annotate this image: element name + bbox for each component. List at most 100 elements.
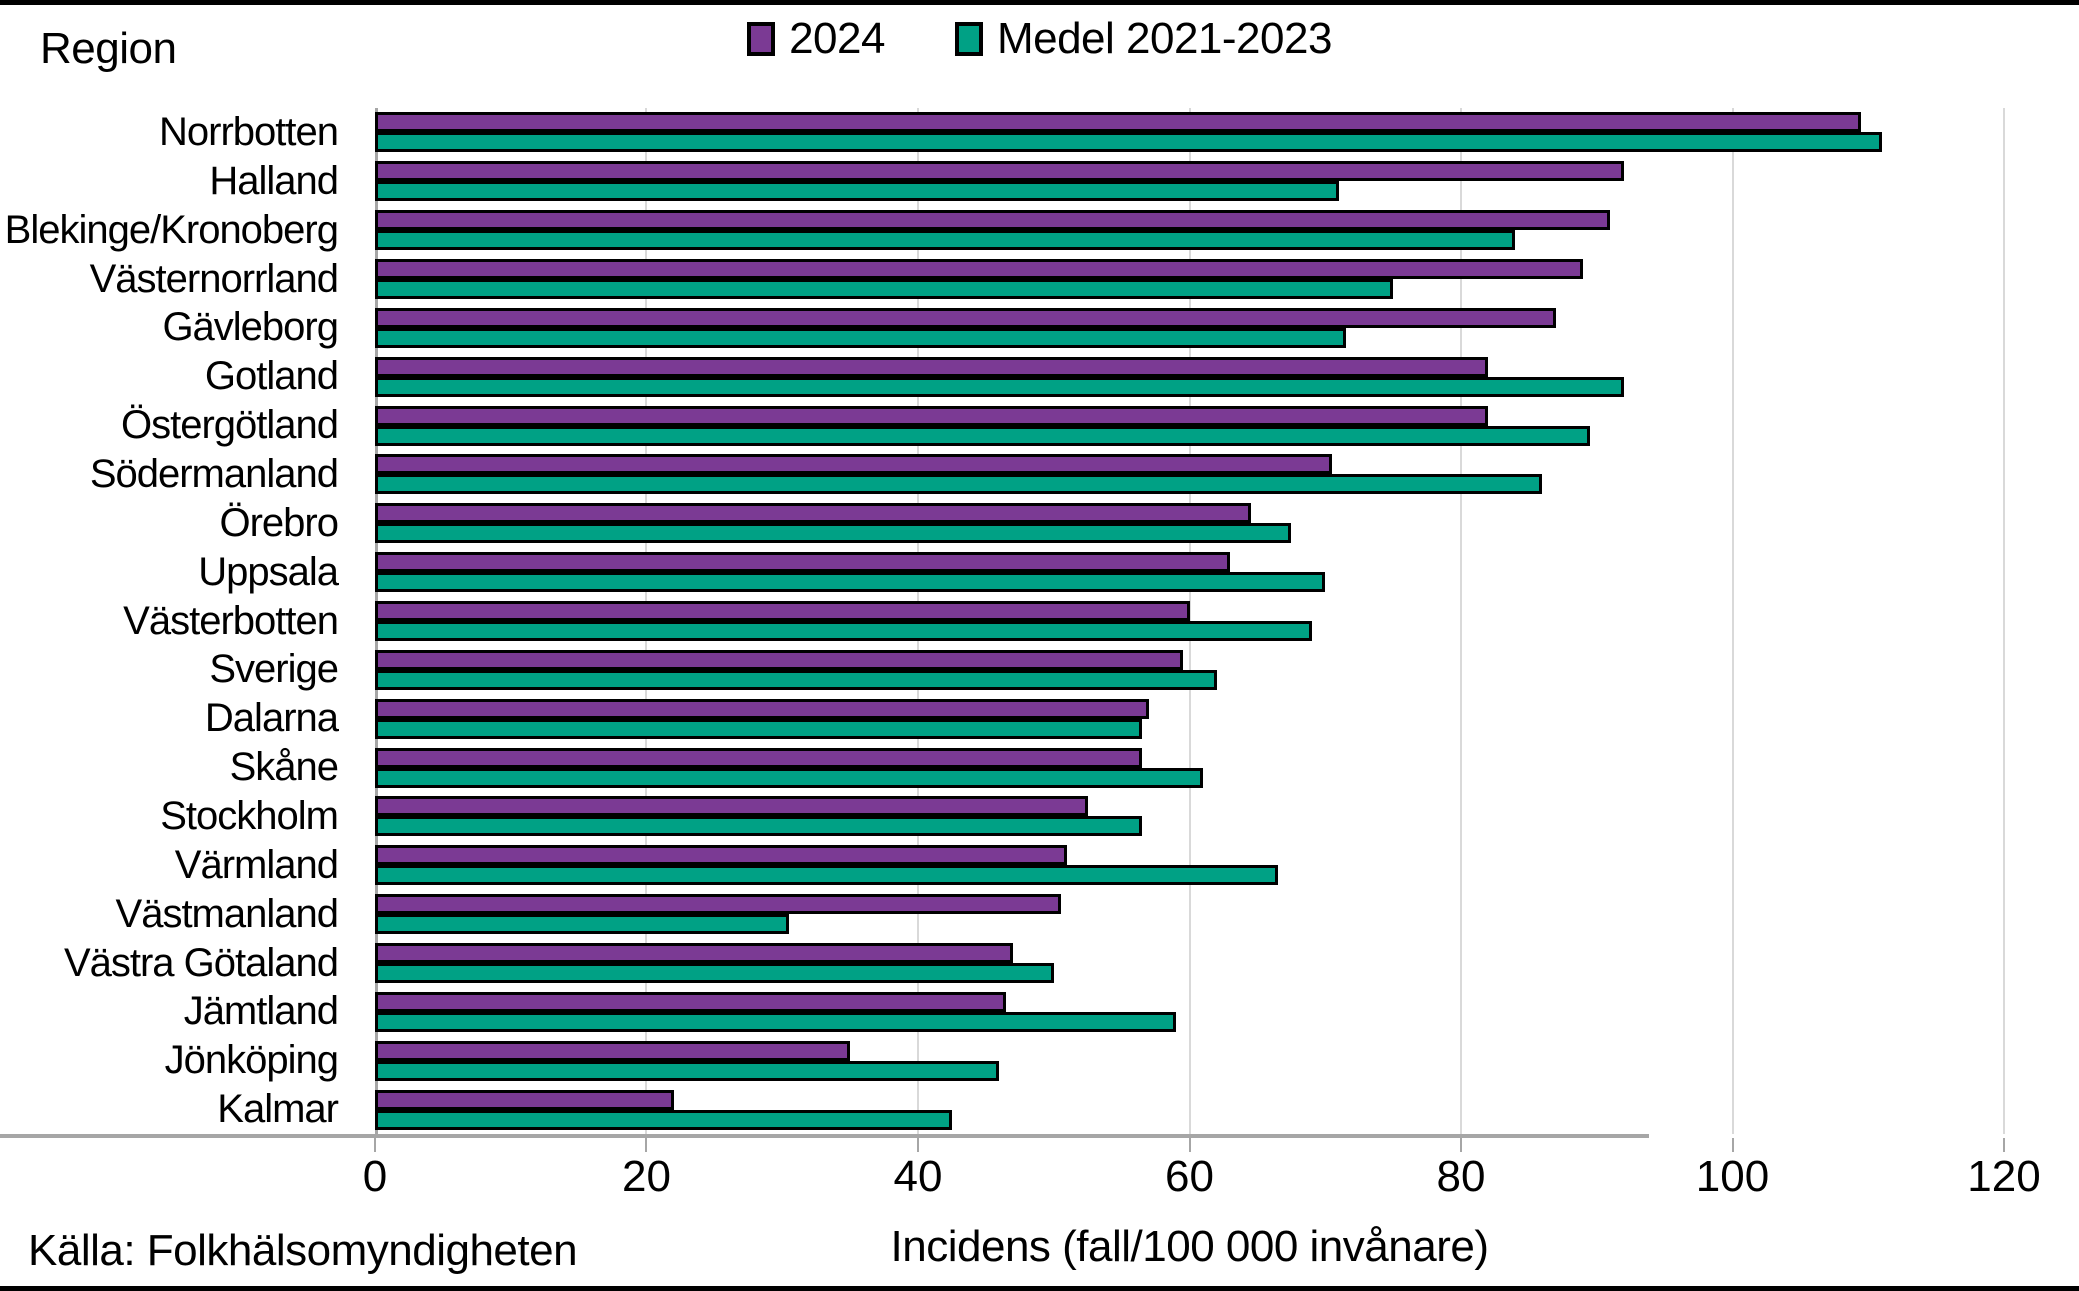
bar-medel bbox=[375, 474, 1543, 495]
bar-medel bbox=[375, 132, 1882, 153]
legend: 2024 Medel 2021-2023 bbox=[0, 14, 2079, 64]
category-label: Jönköping bbox=[164, 1038, 339, 1083]
bar-medel bbox=[375, 865, 1278, 886]
bar-row bbox=[375, 645, 2004, 694]
bar-medel bbox=[375, 425, 1590, 446]
bar-medel bbox=[375, 767, 1204, 788]
gridline bbox=[1188, 108, 1191, 1134]
legend-item-2024: 2024 bbox=[747, 14, 885, 64]
bar-row bbox=[375, 450, 2004, 499]
bar-row bbox=[375, 939, 2004, 988]
bar-medel bbox=[375, 279, 1394, 299]
bar-2024 bbox=[375, 307, 1557, 328]
category-label: Örebro bbox=[219, 500, 340, 545]
x-axis-tick-label: 20 bbox=[622, 1152, 671, 1201]
bar-row bbox=[375, 1036, 2004, 1085]
bar-row bbox=[375, 694, 2004, 743]
bar-2024 bbox=[375, 991, 1007, 1012]
legend-item-medel: Medel 2021-2023 bbox=[954, 14, 1332, 64]
bar-row bbox=[375, 890, 2004, 939]
x-axis-tick-label: 60 bbox=[1165, 1152, 1214, 1201]
bar-medel bbox=[375, 572, 1326, 593]
category-label: Västmanland bbox=[115, 891, 339, 936]
bar-medel bbox=[375, 181, 1339, 202]
bar-row bbox=[375, 352, 2004, 401]
category-label: Västerbotten bbox=[123, 598, 339, 643]
bar-medel bbox=[375, 1109, 952, 1130]
category-label: Västra Götaland bbox=[63, 940, 339, 985]
bar-row bbox=[375, 499, 2004, 548]
bar-2024 bbox=[375, 405, 1489, 426]
bar-row bbox=[375, 108, 2004, 157]
category-label: Blekinge/Kronoberg bbox=[4, 207, 339, 252]
bar-rows bbox=[375, 108, 2004, 1134]
bar-2024 bbox=[375, 112, 1862, 133]
bar-2024 bbox=[375, 747, 1142, 768]
plot-area bbox=[375, 108, 2005, 1134]
bar-medel bbox=[375, 914, 790, 935]
x-axis-tick-mark bbox=[645, 1138, 648, 1152]
bar-row bbox=[375, 548, 2004, 597]
bar-2024 bbox=[375, 259, 1584, 279]
bar-2024 bbox=[375, 454, 1333, 475]
category-label: Dalarna bbox=[204, 696, 339, 741]
x-axis-tick-label: 120 bbox=[1967, 1152, 2041, 1201]
x-axis-tick-label: 40 bbox=[893, 1152, 943, 1201]
bar-2024 bbox=[375, 845, 1068, 866]
x-axis-tick-mark bbox=[1459, 1138, 1462, 1152]
category-label: Uppsala bbox=[198, 549, 339, 594]
category-label: Södermanland bbox=[89, 451, 339, 496]
y-axis-title: Region bbox=[40, 24, 177, 73]
bar-medel bbox=[375, 963, 1054, 984]
legend-swatch-medel bbox=[954, 22, 983, 56]
bar-row bbox=[375, 597, 2004, 646]
bar-2024 bbox=[375, 649, 1183, 670]
bar-row bbox=[375, 206, 2004, 255]
bar-2024 bbox=[375, 161, 1624, 182]
legend-label-medel: Medel 2021-2023 bbox=[996, 14, 1332, 63]
bar-2024 bbox=[375, 796, 1088, 817]
category-label: Skåne bbox=[229, 745, 339, 790]
x-axis-title: Incidens (fall/100 000 invånare) bbox=[890, 1222, 1489, 1271]
x-axis-tick-mark bbox=[374, 1138, 376, 1152]
bar-row bbox=[375, 401, 2004, 450]
legend-label-2024: 2024 bbox=[789, 14, 885, 63]
bar-medel bbox=[375, 1011, 1176, 1032]
bar-row bbox=[375, 987, 2004, 1036]
bar-medel bbox=[375, 621, 1312, 642]
bar-2024 bbox=[375, 552, 1231, 573]
bar-2024 bbox=[375, 356, 1489, 377]
bar-2024 bbox=[375, 698, 1149, 719]
bar-2024 bbox=[375, 894, 1061, 915]
bar-row bbox=[375, 255, 2004, 304]
x-axis-tick-label: 80 bbox=[1436, 1152, 1486, 1201]
bar-medel bbox=[375, 523, 1292, 544]
category-label: Västernorrland bbox=[89, 256, 339, 301]
bar-medel bbox=[375, 718, 1142, 739]
bar-row bbox=[375, 792, 2004, 841]
bar-medel bbox=[375, 230, 1516, 251]
x-axis-tick-mark bbox=[1188, 1138, 1191, 1152]
category-label: Gävleborg bbox=[162, 305, 339, 350]
bar-row bbox=[375, 157, 2004, 206]
source-text: Källa: Folkhälsomyndigheten bbox=[28, 1226, 578, 1275]
category-label: Sverige bbox=[209, 647, 339, 692]
x-axis-line bbox=[0, 1134, 1649, 1138]
x-axis-tick-mark bbox=[1731, 1138, 1734, 1152]
bar-row bbox=[375, 1085, 2004, 1134]
bar-row bbox=[375, 303, 2004, 352]
top-border-line bbox=[0, 0, 2079, 5]
category-labels: Norrbotten Halland Blekinge/Kronoberg Väste… bbox=[0, 108, 360, 1134]
x-axis-tick-marks bbox=[374, 1138, 2005, 1152]
x-axis-tick-mark bbox=[916, 1138, 919, 1152]
category-label: Kalmar bbox=[217, 1087, 339, 1132]
category-label: Norrbotten bbox=[159, 109, 339, 154]
bar-medel bbox=[375, 376, 1624, 397]
category-label: Jämtland bbox=[183, 989, 339, 1034]
bar-row bbox=[375, 841, 2004, 890]
bottom-border-line bbox=[0, 1286, 2079, 1291]
bar-2024 bbox=[375, 601, 1190, 622]
category-label: Halland bbox=[209, 158, 339, 203]
bar-row bbox=[375, 743, 2004, 792]
